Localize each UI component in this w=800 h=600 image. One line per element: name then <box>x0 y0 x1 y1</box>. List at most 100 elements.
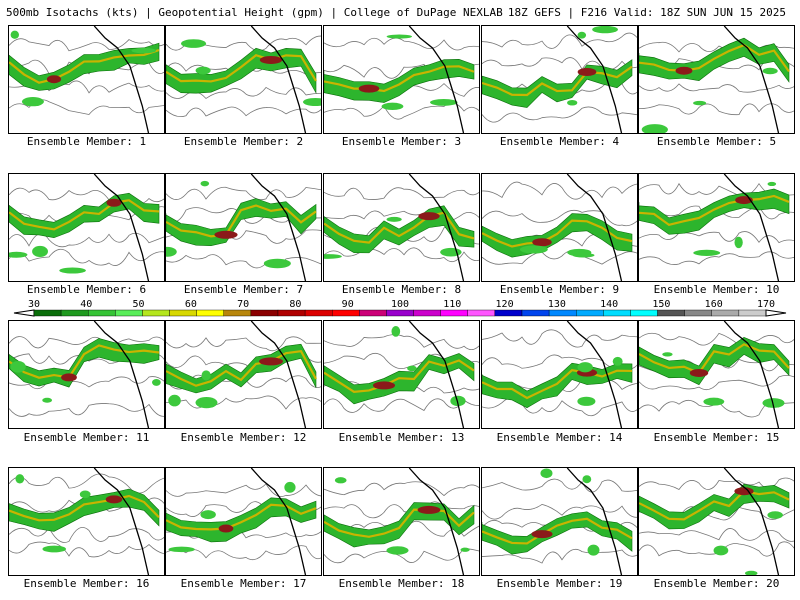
colorbar-swatch <box>521 309 550 317</box>
height-contour <box>324 547 479 564</box>
ensemble-member-label: Ensemble Member: 12 <box>180 431 307 444</box>
ensemble-member-label: Ensemble Member: 4 <box>499 135 620 148</box>
height-contour <box>166 521 321 539</box>
ensemble-map-panel <box>481 320 638 429</box>
height-contour <box>639 103 794 116</box>
isotach-patch <box>131 47 157 54</box>
isotach-patch <box>386 34 413 39</box>
isotach-patch <box>168 546 195 553</box>
colorbar-tick-label: 50 <box>132 299 145 310</box>
isotach-patch <box>200 510 216 520</box>
jet-stream-band <box>639 188 790 235</box>
isotach-colorbar <box>13 297 794 321</box>
wind-max <box>358 84 380 93</box>
colorbar-tick-label: 30 <box>27 299 41 310</box>
colorbar-swatch <box>738 309 767 317</box>
colorbar-swatch <box>196 309 224 317</box>
wind-max <box>675 66 693 75</box>
isotach-patch <box>577 362 593 373</box>
colorbar-tick-label: 120 <box>495 299 514 310</box>
height-contour <box>482 548 637 564</box>
height-contour <box>324 210 479 227</box>
jet-core <box>639 343 790 375</box>
isotach-patch <box>391 326 401 337</box>
jet-core <box>9 494 160 522</box>
coastline <box>250 468 307 575</box>
coastline <box>566 321 623 428</box>
ensemble-map-panel <box>638 320 795 429</box>
isotach-patch <box>32 245 48 257</box>
colorbar-swatch <box>657 309 685 317</box>
colorbar-tick-label: 40 <box>80 299 93 310</box>
isotach-patch <box>430 98 458 106</box>
colorbar-tick-label: 160 <box>704 299 723 310</box>
isotach-patch <box>195 66 211 75</box>
colorbar-tick-label: 130 <box>547 299 566 310</box>
ensemble-member-label: Ensemble Member: 9 <box>499 283 620 296</box>
jet-core <box>482 219 633 248</box>
jet-stream-band <box>9 338 160 388</box>
colorbar-tick-label: 90 <box>341 299 354 310</box>
ensemble-member-label: Ensemble Member: 15 <box>653 431 780 444</box>
isotach-patch <box>662 352 673 357</box>
wind-max <box>689 368 709 377</box>
colorbar-tick-label: 100 <box>390 299 410 310</box>
wind-max <box>105 495 123 504</box>
height-contour <box>324 37 479 51</box>
wind-max <box>259 357 283 366</box>
isotach-patch <box>9 251 28 258</box>
jet-core <box>639 43 790 73</box>
isotach-patch <box>693 249 721 256</box>
jet-core <box>9 49 160 84</box>
ensemble-member-label: Ensemble Member: 18 <box>338 577 465 590</box>
height-contour <box>482 209 637 227</box>
wind-max <box>106 198 122 207</box>
header-valid-time: 18Z GEFS | F216 Valid: 18Z SUN JUN 15 20… <box>507 6 786 19</box>
height-contour <box>9 527 164 543</box>
jet-stream-band <box>482 59 633 108</box>
colorbar-swatch <box>277 309 306 317</box>
jet-core <box>166 349 317 387</box>
coastline <box>93 26 150 133</box>
isotach-patch <box>693 100 707 106</box>
ensemble-map-panel <box>8 173 165 282</box>
ensemble-map-panel <box>638 173 795 282</box>
colorbar-swatch <box>359 309 387 317</box>
isotach-patch <box>767 511 783 519</box>
isotach-patch <box>460 547 470 552</box>
height-contour <box>639 251 794 265</box>
height-contour <box>9 541 164 558</box>
ensemble-member-label: Ensemble Member: 6 <box>26 283 147 296</box>
colorbar-tick-label: 70 <box>237 299 250 310</box>
colorbar-left-arrow <box>13 309 35 317</box>
isotach-patch <box>450 395 466 407</box>
ensemble-member-label: Ensemble Member: 3 <box>341 135 462 148</box>
height-contour <box>166 254 321 269</box>
ensemble-member-label: Ensemble Member: 16 <box>23 577 150 590</box>
wind-max <box>372 381 396 390</box>
colorbar-swatch <box>169 309 197 317</box>
coastline <box>723 468 780 575</box>
colorbar-swatch <box>60 309 89 317</box>
isotach-patch <box>15 474 25 484</box>
height-contour <box>482 106 637 123</box>
height-contour <box>9 403 164 417</box>
colorbar-tick-label: 110 <box>443 299 462 310</box>
jet-stream-band <box>9 192 160 239</box>
isotach-patch <box>386 546 409 555</box>
colorbar-tick-label: 140 <box>600 299 619 310</box>
ensemble-map-panel <box>8 25 165 134</box>
height-contour <box>482 32 637 49</box>
ensemble-member-label: Ensemble Member: 17 <box>180 577 307 590</box>
height-contour <box>639 374 794 391</box>
isotach-patch <box>577 31 587 39</box>
jet-core <box>324 65 475 93</box>
isotach-patch <box>440 247 462 257</box>
isotach-patch <box>168 394 181 407</box>
height-contour <box>166 483 321 498</box>
jet-core <box>639 490 790 521</box>
coastline <box>408 321 465 428</box>
ensemble-map-panel <box>165 320 322 429</box>
ensemble-map-panel <box>165 25 322 134</box>
jet-core <box>324 359 475 393</box>
